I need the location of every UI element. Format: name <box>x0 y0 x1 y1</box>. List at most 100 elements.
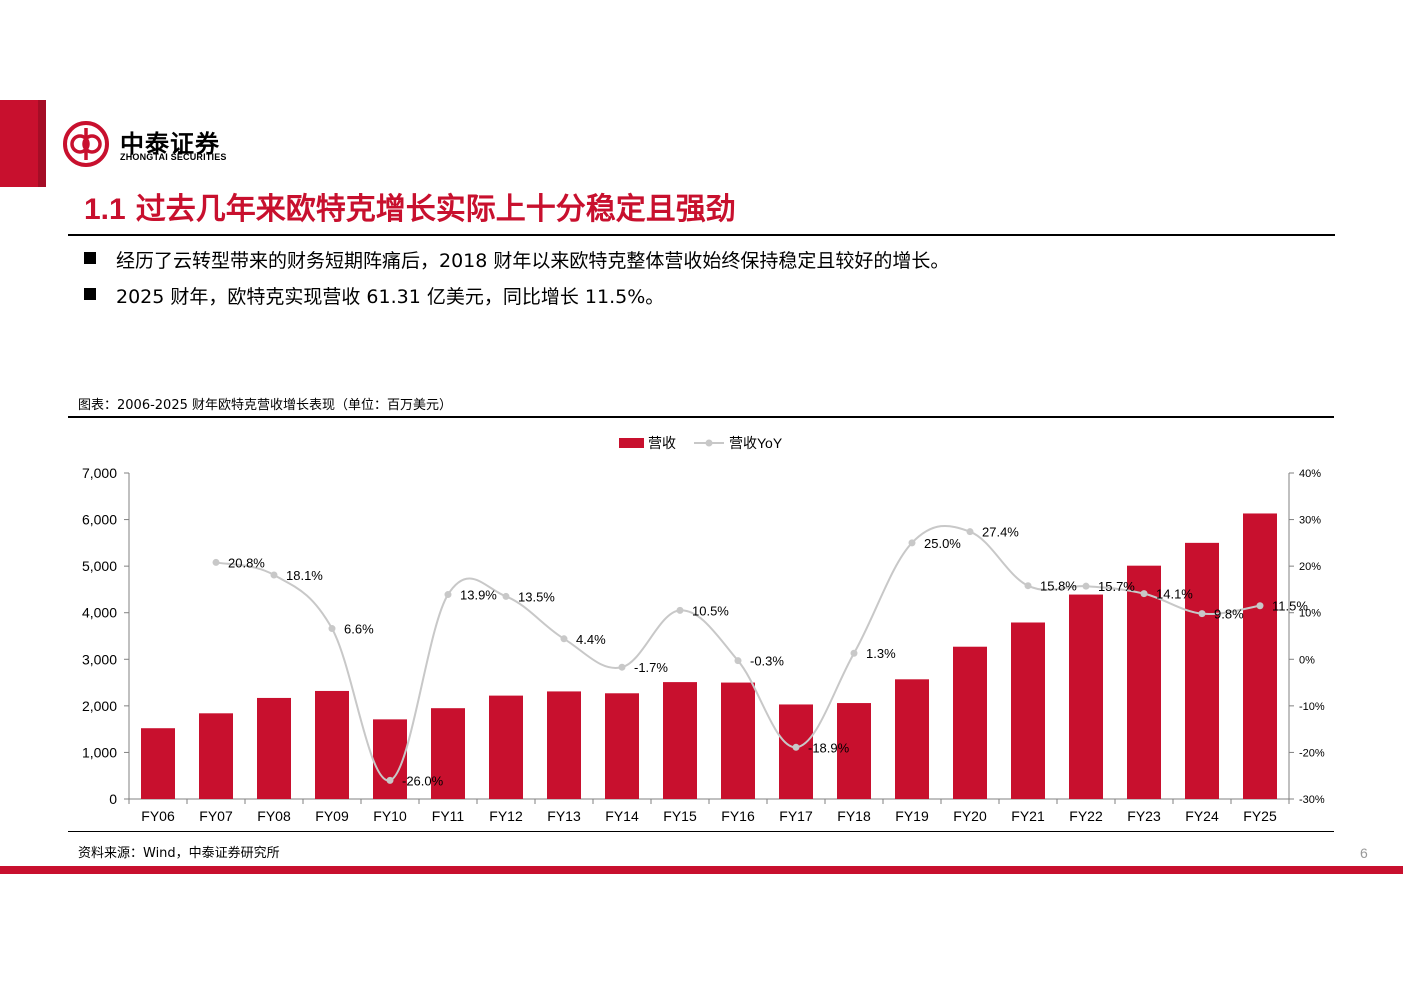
bar-revenue <box>837 703 871 799</box>
legend-label-yoy: 营收YoY <box>729 435 783 451</box>
title-divider <box>68 234 1335 236</box>
data-label-yoy: 4.4% <box>576 632 606 647</box>
x-tick-label: FY09 <box>315 808 349 824</box>
y-tick-label-right: 0% <box>1299 654 1315 666</box>
x-tick-label: FY15 <box>663 808 697 824</box>
bar-revenue <box>141 728 175 799</box>
page-number: 6 <box>1360 845 1368 861</box>
bar-revenue <box>199 713 233 799</box>
y-tick-label-left: 3,000 <box>82 651 117 667</box>
x-tick-label: FY25 <box>1243 808 1277 824</box>
data-label-yoy: 14.1% <box>1156 587 1193 602</box>
y-tick-label-right: -10% <box>1299 701 1325 713</box>
bar-revenue <box>315 690 349 799</box>
bullet-square-icon <box>84 288 96 300</box>
bar-revenue <box>547 691 581 799</box>
bar-revenue <box>779 704 813 799</box>
bullet-square-icon <box>84 252 96 264</box>
y-tick-label-left: 2,000 <box>82 698 117 714</box>
y-tick-label-right: 10% <box>1299 608 1321 620</box>
brand-name-en: ZHONGTAI SECURITIES <box>120 152 227 162</box>
point-revenue-yoy <box>1024 582 1032 590</box>
data-label-yoy: 25.0% <box>924 536 961 551</box>
x-tick-label: FY07 <box>199 808 233 824</box>
point-revenue-yoy <box>1256 602 1264 610</box>
point-revenue-yoy <box>386 776 394 784</box>
slide-title: 1.1 过去几年来欧特克增长实际上十分稳定且强劲 <box>84 184 736 228</box>
side-accent-bar <box>0 100 46 187</box>
bar-revenue <box>721 682 755 799</box>
x-tick-label: FY06 <box>141 808 175 824</box>
x-tick-label: FY10 <box>373 808 407 824</box>
y-tick-label-left: 5,000 <box>82 558 117 574</box>
point-revenue-yoy <box>734 657 742 665</box>
point-revenue-yoy <box>618 663 626 671</box>
accent-block <box>0 100 38 187</box>
point-revenue-yoy <box>1198 610 1206 618</box>
data-label-yoy: 27.4% <box>982 525 1019 540</box>
point-revenue-yoy <box>560 635 568 643</box>
point-revenue-yoy <box>1140 590 1148 598</box>
chart-top-rule <box>68 416 1334 418</box>
x-tick-label: FY24 <box>1185 808 1219 824</box>
data-label-yoy: 1.3% <box>866 646 896 661</box>
revenue-chart: 0 1,000 2,000 3,000 4,000 5,000 6,000 7,000 -30%… <box>82 435 1325 824</box>
data-label-yoy: -18.9% <box>808 740 850 755</box>
point-revenue-yoy <box>1082 582 1090 590</box>
x-tick-label: FY19 <box>895 808 929 824</box>
title-text: 过去几年来欧特克增长实际上十分稳定且强劲 <box>135 192 736 227</box>
point-revenue-yoy <box>328 625 336 633</box>
data-label-yoy: 9.8% <box>1214 607 1244 622</box>
bar-revenue <box>431 708 465 799</box>
y-tick-label-left: 0 <box>109 791 117 807</box>
x-tick-label: FY21 <box>1011 808 1045 824</box>
bar-revenue <box>1069 594 1103 799</box>
data-label-yoy: 18.1% <box>286 568 323 583</box>
legend-label-revenue: 营收 <box>648 435 676 451</box>
bullet-text: 经历了云转型带来的财务短期阵痛后，2018 财年以来欧特克整体营收始终保持稳定且… <box>116 250 950 272</box>
point-revenue-yoy <box>676 606 684 614</box>
data-label-yoy: 20.8% <box>228 555 265 570</box>
brand-logo: 中泰证券 ZHONGTAI SECURITIES <box>62 120 262 170</box>
x-tick-label: FY16 <box>721 808 755 824</box>
data-label-yoy: -0.3% <box>750 654 784 669</box>
line-revenue-yoy <box>215 524 1261 782</box>
point-revenue-yoy <box>502 592 510 600</box>
point-revenue-yoy <box>444 591 452 599</box>
brand-name: 中泰证券 <box>120 130 220 158</box>
bar-revenue <box>489 695 523 799</box>
bar-revenue <box>1185 542 1219 799</box>
bar-revenue <box>605 693 639 799</box>
x-tick-label: FY22 <box>1069 808 1103 824</box>
bar-revenue <box>953 646 987 799</box>
bar-revenue <box>1127 565 1161 799</box>
data-label-yoy: -26.0% <box>402 773 444 788</box>
point-revenue-yoy <box>908 539 916 547</box>
point-revenue-yoy <box>212 558 220 566</box>
bar-revenue <box>257 697 291 799</box>
zhongtai-logo-icon <box>63 121 109 167</box>
accent-block-dark <box>38 100 46 187</box>
data-label-yoy: 15.8% <box>1040 579 1077 594</box>
bar-revenue <box>1243 513 1277 799</box>
y-tick-label-right: -30% <box>1299 794 1325 806</box>
point-revenue-yoy <box>270 571 278 579</box>
y-tick-label-right: 30% <box>1299 515 1321 527</box>
x-tick-label: FY20 <box>953 808 987 824</box>
bar-revenue <box>1011 622 1045 799</box>
chart-bottom-rule <box>68 831 1334 832</box>
bar-revenue <box>373 719 407 799</box>
y-tick-label-right: 40% <box>1299 468 1321 480</box>
bar-revenue <box>895 679 929 799</box>
bullet-text: 2025 财年，欧特克实现营收 61.31 亿美元，同比增长 11.5%。 <box>116 286 665 308</box>
x-tick-label: FY12 <box>489 808 523 824</box>
data-label-yoy: 6.6% <box>344 622 374 637</box>
y-tick-label-left: 7,000 <box>82 465 117 481</box>
y-tick-label-left: 1,000 <box>82 744 117 760</box>
data-label-yoy: 11.5% <box>1272 599 1308 614</box>
legend-swatch-revenue <box>619 438 644 448</box>
x-tick-label: FY23 <box>1127 808 1161 824</box>
point-revenue-yoy <box>850 649 858 657</box>
data-label-yoy: 13.9% <box>460 588 497 603</box>
x-tick-label: FY13 <box>547 808 581 824</box>
